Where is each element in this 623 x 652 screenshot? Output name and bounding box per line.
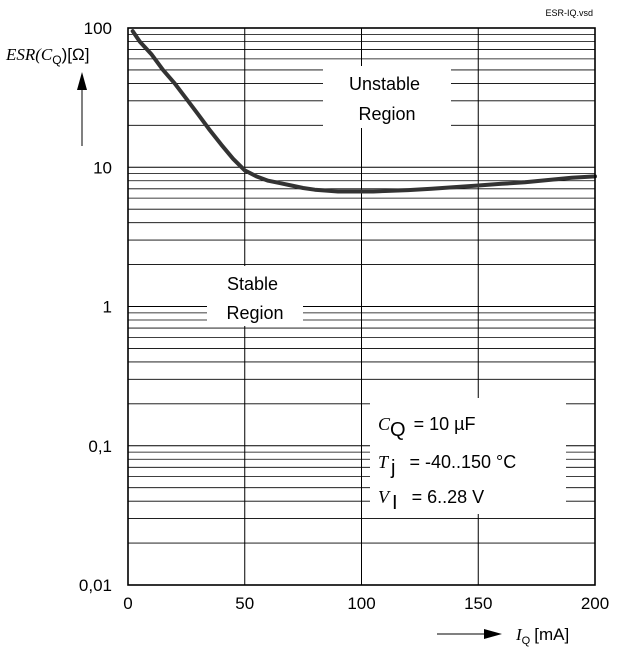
- stable-region-label: Stable Region: [226, 274, 283, 323]
- conditions-box-bg: [370, 398, 566, 514]
- file-label: ESR-IQ.vsd: [545, 8, 593, 18]
- x-tick-label: 200: [581, 594, 609, 613]
- x-tick-label: 100: [347, 594, 375, 613]
- x-tick-label: 150: [464, 594, 492, 613]
- series-layer: [130, 29, 597, 194]
- x-axis-label-symbol: I: [515, 625, 523, 644]
- x-axis-label-subscript: Q: [522, 635, 531, 647]
- y-tick-label: 10: [93, 158, 112, 177]
- y-tick-labels: 0,01 0,1 1 10 100: [79, 19, 112, 595]
- x-tick-labels: 0 50 100 150 200: [123, 594, 609, 613]
- y-tick-label: 0,1: [88, 437, 112, 456]
- x-axis-label: IQ [mA]: [515, 625, 569, 647]
- condition-cq: CQ = 10 µF: [378, 414, 475, 441]
- y-tick-label: 100: [84, 19, 112, 38]
- y-axis-label: ESR(CQ)[Ω]: [5, 45, 89, 67]
- unstable-region-label: Unstable Region: [349, 74, 425, 124]
- series-line-esr: [130, 29, 597, 194]
- y-axis-label-prefix: ESR(C: [5, 45, 53, 64]
- x-axis-label-unit: [mA]: [534, 625, 569, 644]
- condition-vi: V I = 6..28 V: [378, 487, 484, 514]
- y-tick-label: 0,01: [79, 576, 112, 595]
- y-axis-arrow: [77, 72, 87, 146]
- plot-frame: [127, 27, 596, 586]
- x-tick-label: 50: [235, 594, 254, 613]
- y-axis-label-subscript: Q: [52, 53, 61, 67]
- stable-region-label-bg: [207, 266, 303, 326]
- x-axis-arrow: [437, 629, 502, 639]
- y-tick-label: 1: [103, 298, 112, 317]
- unstable-region-label-bg: [323, 66, 451, 128]
- x-tick-label: 0: [123, 594, 132, 613]
- y-axis-label-suffix: )[Ω]: [62, 45, 90, 64]
